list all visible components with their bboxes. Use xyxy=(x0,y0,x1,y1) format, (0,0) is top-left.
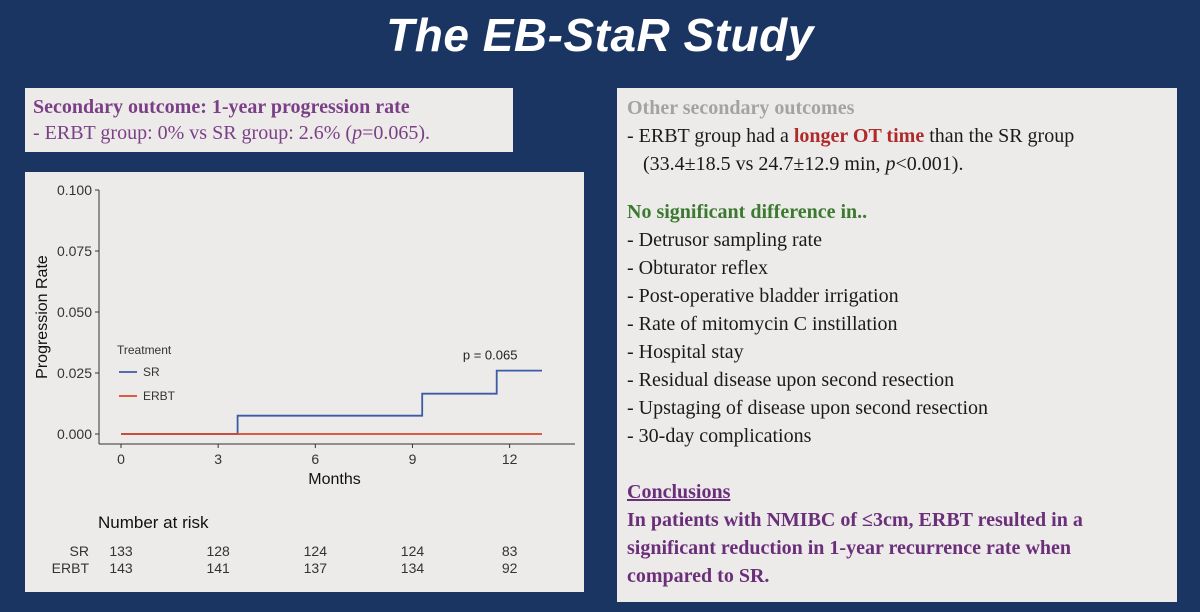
series-line-sr xyxy=(121,369,542,435)
conclusions-heading: Conclusions xyxy=(627,481,731,503)
x-tick-label: 6 xyxy=(311,451,319,467)
ot-suffix: than the SR group xyxy=(924,125,1075,147)
nsd-item: - Residual disease upon second resection xyxy=(627,369,955,391)
risk-row-label-sr: SR xyxy=(70,543,89,559)
nsd-item: - Upstaging of disease upon second resec… xyxy=(627,397,989,419)
risk-value: 83 xyxy=(502,543,518,559)
conclusions-line: significant reduction in 1-year recurren… xyxy=(627,537,1072,559)
ot-stats-suffix: <0.001). xyxy=(895,153,964,175)
nsd-item: - Detrusor sampling rate xyxy=(627,229,822,251)
risk-value: 124 xyxy=(304,543,328,559)
x-axis-label: Months xyxy=(308,471,360,488)
nsd-item: - Hospital stay xyxy=(627,341,744,363)
km-chart: 0.000 0.025 0.050 0.075 0.100 0 3 6 9 12 Months Pro… xyxy=(34,182,575,576)
ot-stats-prefix: (33.4±18.5 vs 24.7±12.9 min, xyxy=(643,153,886,175)
nsd-list: - Detrusor sampling rate - Obturator ref… xyxy=(627,226,1167,450)
ot-stats-line: (33.4±18.5 vs 24.7±12.9 min, p<0.001). xyxy=(627,150,1167,178)
secondary-line-prefix: - ERBT group: 0% vs SR group: 2.6% ( xyxy=(33,122,353,144)
risk-value: 137 xyxy=(304,560,328,576)
y-tick-label: 0.100 xyxy=(57,182,92,198)
km-chart-panel: 0.000 0.025 0.050 0.075 0.100 0 3 6 9 12 Months Pro… xyxy=(25,172,584,592)
risk-value: 124 xyxy=(401,543,425,559)
other-outcomes-heading: Other secondary outcomes xyxy=(627,97,855,119)
legend-label-erbt: ERBT xyxy=(143,389,176,403)
conclusions-line: In patients with NMIBC of ≤3cm, ERBT res… xyxy=(627,509,1083,531)
risk-row-label-erbt: ERBT xyxy=(52,560,90,576)
slide-title: The EB-StaR Study xyxy=(386,9,814,61)
nsd-item: - Post-operative bladder irrigation xyxy=(627,285,899,307)
nsd-item: - 30-day complications xyxy=(627,425,812,447)
nsd-heading: No significant difference in.. xyxy=(627,201,868,223)
y-tick-label: 0.050 xyxy=(57,304,92,320)
secondary-outcome-heading: Secondary outcome: 1-year progression ra… xyxy=(33,96,410,118)
risk-value: 128 xyxy=(206,543,230,559)
secondary-outcome-line: - ERBT group: 0% vs SR group: 2.6% (p=0.… xyxy=(33,120,505,146)
y-axis-label: Progression Rate xyxy=(34,255,51,379)
x-tick-label: 0 xyxy=(117,451,125,467)
x-tick-label: 12 xyxy=(502,451,518,467)
risk-value: 92 xyxy=(502,560,518,576)
ot-stats-p: p xyxy=(885,153,896,175)
x-tick-label: 3 xyxy=(214,451,222,467)
nsd-item: - Rate of mitomycin C instillation xyxy=(627,313,898,335)
y-tick-label: 0.025 xyxy=(57,365,92,381)
secondary-line-p: p xyxy=(352,122,363,144)
x-tick-label: 9 xyxy=(409,451,417,467)
conclusions-line: compared to SR. xyxy=(627,565,770,587)
secondary-outcome-box: Secondary outcome: 1-year progression ra… xyxy=(25,88,513,152)
risk-value: 134 xyxy=(401,560,425,576)
other-outcomes-box: Other secondary outcomes - ERBT group ha… xyxy=(617,88,1177,602)
legend-label-sr: SR xyxy=(143,365,160,379)
secondary-line-suffix: =0.065). xyxy=(362,122,431,144)
risk-value: 143 xyxy=(109,560,133,576)
ot-prefix: - ERBT group had a xyxy=(627,125,794,147)
ot-highlight: longer OT time xyxy=(793,125,925,147)
ot-time-line: - ERBT group had a longer OT time than t… xyxy=(627,122,1167,150)
p-value-annotation: p = 0.065 xyxy=(463,348,518,363)
risk-value: 133 xyxy=(109,543,133,559)
y-tick-label: 0.000 xyxy=(57,426,92,442)
legend-title: Treatment xyxy=(117,343,172,357)
risk-table-title: Number at risk xyxy=(98,513,209,532)
nsd-item: - Obturator reflex xyxy=(627,257,769,279)
risk-value: 141 xyxy=(206,560,230,576)
y-tick-label: 0.075 xyxy=(57,243,92,259)
